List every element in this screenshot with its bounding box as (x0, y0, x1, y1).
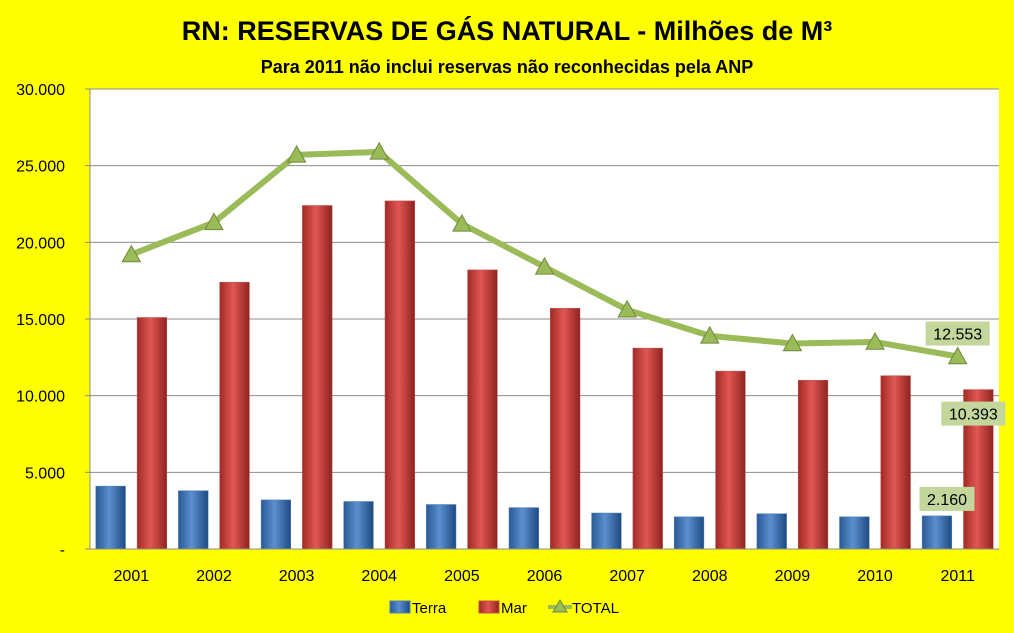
total-marker-2009 (782, 333, 803, 352)
x-tick-label: 2010 (857, 568, 893, 585)
data-labels: 12.553 10.393 2.160 (919, 321, 1006, 511)
bar-terra-2009 (756, 513, 787, 550)
bar-mar-2003 (302, 205, 333, 550)
bar-mar-2002 (219, 281, 250, 550)
bar-mar-2006 (550, 308, 581, 550)
bar-terra-2011 (921, 515, 953, 550)
data-label-mar: 10.393 (949, 407, 998, 424)
bar-mar-2009 (797, 380, 829, 550)
bar-terra-2005 (426, 504, 457, 550)
x-tick-label: 2007 (609, 568, 645, 585)
total-marker-2005 (452, 213, 472, 232)
x-tick-label: 2006 (527, 568, 563, 585)
bar-terra-2006 (508, 507, 539, 550)
bar-terra-2002 (178, 490, 209, 550)
total-line (121, 141, 968, 365)
y-tick-label: 15.000 (16, 312, 65, 329)
bar-terra-2001 (95, 485, 126, 550)
bar-terra-2003 (260, 499, 292, 550)
total-marker-2011 (947, 346, 968, 365)
bar-terra-2007 (591, 512, 622, 550)
bar-mar-2004 (384, 200, 415, 550)
total-marker-2003 (286, 144, 307, 163)
y-tick-label: 20.000 (16, 235, 65, 252)
data-label-box (919, 486, 975, 511)
bar-mar-2007 (632, 347, 663, 550)
chart-title: RN: RESERVAS DE GÁS NATURAL - Milhões de… (182, 15, 833, 46)
total-marker-2007 (617, 299, 637, 318)
legend-swatch-mar (478, 600, 500, 614)
total-marker-2008 (699, 325, 720, 344)
legend-label-total: TOTAL (572, 600, 619, 617)
y-tick-label: 10.000 (16, 389, 65, 406)
x-axis: 2001 2002 2003 2004 2005 2006 2007 2008 2009 2010… (90, 548, 999, 585)
legend-label-mar: Mar (501, 600, 527, 617)
legend: Terra Mar TOTAL (389, 599, 619, 617)
legend-label-terra: Terra (412, 600, 447, 617)
x-tick-label: 2005 (444, 568, 480, 585)
total-marker-2004 (369, 141, 390, 160)
x-tick-label: 2003 (279, 568, 315, 585)
x-tick-label: 2011 (940, 568, 975, 585)
total-marker-2010 (865, 331, 885, 350)
x-tick-label: 2008 (692, 568, 728, 585)
total-marker-2001 (121, 244, 142, 263)
bar-mar-2010 (880, 375, 911, 550)
x-tick-label: 2009 (775, 568, 811, 585)
legend-swatch-terra (389, 600, 411, 614)
x-tick-label: 2004 (361, 568, 397, 585)
chart-subtitle: Para 2011 não inclui reservas não reconh… (261, 57, 754, 77)
y-tick-label: 30.000 (16, 82, 65, 99)
y-tick-label: 5.000 (25, 465, 65, 482)
x-tick-label: 2001 (114, 568, 150, 585)
bar-terra-2010 (839, 516, 870, 550)
bar-mar-2001 (136, 317, 168, 550)
bar-terra-2004 (343, 501, 374, 550)
total-marker-2002 (204, 212, 224, 231)
legend-swatch-marker (552, 599, 568, 613)
bar-mar-2008 (715, 370, 746, 550)
data-label-terra: 2.160 (927, 492, 967, 509)
data-label-box (925, 321, 990, 346)
y-axis: - 5.000 10.000 15.000 20.000 25.000 30.000 (16, 82, 91, 559)
total-marker-2006 (534, 256, 555, 275)
x-tick-label: 2002 (196, 568, 232, 585)
y-tick-label: - (60, 542, 65, 559)
bar-terra-2008 (673, 516, 705, 550)
bar-mar-2005 (467, 269, 498, 550)
y-tick-label: 25.000 (16, 159, 65, 176)
data-label-total: 12.553 (933, 327, 982, 344)
data-label-box (941, 401, 1006, 426)
